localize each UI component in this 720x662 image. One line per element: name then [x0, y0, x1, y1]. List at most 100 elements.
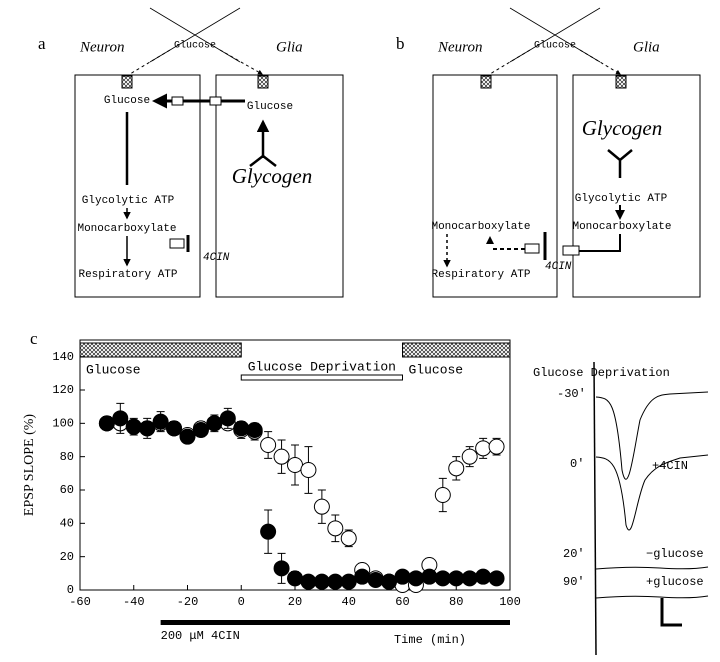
data-point — [327, 573, 344, 590]
glucose-label: Glucose — [174, 40, 216, 52]
trace-label: +glucose — [646, 575, 704, 589]
glucose-label: Glucose — [534, 40, 576, 52]
x-tick-label: 20 — [288, 595, 302, 609]
data-point — [273, 560, 290, 577]
data-point — [461, 570, 478, 587]
glycolytic-atp: Glycolytic ATP — [575, 193, 668, 205]
y-tick-label: 100 — [52, 417, 74, 431]
x-tick-label: 40 — [342, 595, 356, 609]
glucose-label: Glucose — [104, 95, 150, 107]
data-point — [327, 520, 344, 537]
data-point — [434, 570, 451, 587]
monocarboxylate: Monocarboxylate — [77, 223, 176, 235]
y-tick-label: 80 — [60, 450, 74, 464]
x-tick-label: -20 — [177, 595, 199, 609]
data-point — [340, 573, 357, 590]
trace-label: −glucose — [646, 547, 704, 561]
drug-label: 200 μM 4CIN — [161, 629, 240, 643]
data-point — [219, 410, 236, 427]
trace — [595, 391, 709, 480]
monocarboxylate: Monocarboxylate — [431, 221, 530, 233]
stimulus-artifact — [593, 361, 597, 656]
y-tick-label: 20 — [60, 550, 74, 564]
x-axis-label: Time (min) — [394, 633, 466, 647]
data-point — [98, 415, 115, 432]
data-point — [246, 422, 263, 438]
trace-label: 90' — [563, 575, 585, 589]
panel-label: a — [38, 34, 46, 53]
data-point — [475, 440, 492, 457]
data-point — [260, 523, 277, 540]
arrow — [129, 49, 262, 74]
glia-box — [215, 74, 344, 298]
data-point — [300, 573, 317, 590]
traces-panel: Glucose Deprivation -30' 0' +4CIN 20' −g… — [533, 361, 709, 656]
transporter — [209, 96, 222, 106]
cell-label: Glia — [633, 39, 660, 55]
y-tick-label: 60 — [60, 483, 74, 497]
glycogen-icon — [249, 154, 277, 167]
transporter — [171, 96, 184, 106]
transporter — [480, 75, 492, 89]
neuron-box — [432, 74, 558, 298]
y-tick-label: 0 — [67, 583, 74, 597]
data-point — [233, 420, 250, 437]
data-point — [313, 498, 330, 515]
panel-label: b — [396, 34, 405, 53]
y-axis-label: EPSP SLOPE (%) — [22, 414, 37, 517]
data-point — [273, 448, 290, 465]
condition-label: Glucose — [86, 362, 141, 377]
glycolytic-atp: Glycolytic ATP — [82, 195, 175, 207]
arrowhead — [486, 236, 494, 244]
inhibitor-label: 4CIN — [203, 252, 230, 264]
data-point — [139, 420, 156, 437]
y-tick-label: 120 — [52, 383, 74, 397]
data-point — [488, 438, 505, 455]
data-point — [354, 568, 371, 585]
condition-label: Glucose — [409, 362, 464, 377]
respiratory-atp: Respiratory ATP — [431, 269, 530, 281]
data-point — [287, 570, 303, 587]
data-point — [166, 420, 183, 437]
line — [575, 234, 621, 252]
data-point — [461, 448, 478, 465]
glycogen-label: Glycogen — [582, 116, 662, 140]
x-tick-label: 100 — [499, 595, 521, 609]
x-tick-label: -40 — [123, 595, 145, 609]
trace-label: 0' — [570, 457, 584, 471]
data-point — [434, 487, 451, 503]
data-point — [313, 573, 330, 590]
data-point — [206, 415, 223, 432]
data-point — [448, 570, 465, 587]
arrow — [489, 49, 620, 74]
cell-label: Neuron — [437, 39, 482, 55]
data-point — [300, 462, 317, 478]
trace — [595, 595, 709, 599]
data-point — [488, 570, 505, 587]
x-tick-label: 80 — [449, 595, 463, 609]
data-point — [152, 413, 169, 430]
data-point — [260, 437, 277, 453]
condition-label: Glucose Deprivation — [248, 359, 396, 374]
data-point — [475, 568, 492, 585]
trace — [595, 566, 709, 570]
monocarboxylate: Monocarboxylate — [572, 221, 671, 233]
data-point — [340, 530, 357, 547]
traces-title: Glucose Deprivation — [533, 366, 670, 380]
x-tick-label: 0 — [238, 595, 245, 609]
data-point — [407, 570, 424, 587]
glycogen-label: Glycogen — [232, 164, 312, 188]
transporter — [121, 75, 133, 89]
trace — [595, 454, 709, 531]
data-point — [381, 573, 398, 590]
data-point — [125, 418, 142, 435]
x-tick-label: -60 — [69, 595, 91, 609]
data-point — [448, 460, 465, 477]
transporter — [524, 243, 540, 254]
data-point — [421, 568, 438, 585]
glia-box — [572, 74, 701, 298]
inhibitor-label: 4CIN — [545, 261, 572, 273]
condition-bar — [240, 374, 403, 381]
data-point — [367, 572, 384, 588]
